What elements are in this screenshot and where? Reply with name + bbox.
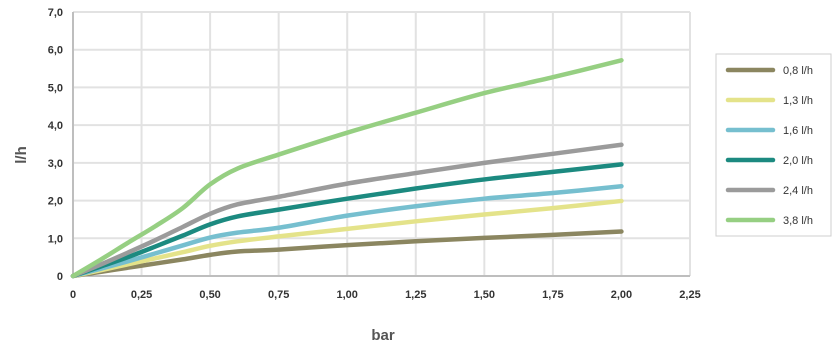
y-tick-label: 1,0 — [48, 233, 63, 245]
series-line-2 — [70, 183, 624, 279]
legend-label: 1,6 l/h — [783, 125, 813, 137]
x-tick-label: 2,00 — [611, 289, 632, 301]
x-axis-title: bar — [371, 327, 395, 344]
x-tick-label: 0,50 — [199, 289, 220, 301]
axes — [72, 12, 690, 277]
y-tick-label: 4,0 — [48, 120, 63, 132]
y-tick-label: 3,0 — [48, 158, 63, 170]
x-tick-labels: 0 0,25 0,50 0,75 1,00 1,25 1,50 1,75 2,00 2,25 — [70, 289, 701, 301]
x-tick-label: 0 — [70, 289, 76, 301]
x-tick-label: 0,25 — [131, 289, 152, 301]
legend-label: 1,3 l/h — [783, 95, 813, 107]
y-tick-label: 7,0 — [48, 7, 63, 19]
series-line-4 — [70, 142, 624, 279]
legend-label: 3,8 l/h — [783, 215, 813, 227]
x-tick-label: 1,00 — [337, 289, 358, 301]
legend-label: 2,0 l/h — [783, 155, 813, 167]
y-tick-labels: 0 1,0 2,0 3,0 4,0 5,0 6,0 7,0 — [48, 7, 63, 283]
y-tick-label: 2,0 — [48, 196, 63, 208]
x-tick-label: 1,75 — [542, 289, 563, 301]
x-tick-label: 0,75 — [268, 289, 289, 301]
legend-box — [715, 53, 832, 237]
series-line-0 — [70, 229, 624, 279]
x-tick-label: 2,25 — [679, 289, 700, 301]
legend-label: 0,8 l/h — [783, 65, 813, 77]
x-tick-label: 1,25 — [405, 289, 426, 301]
x-tick-label: 1,50 — [474, 289, 495, 301]
legend-label: 2,4 l/h — [783, 185, 813, 197]
series-lines — [70, 58, 624, 279]
y-tick-label: 0 — [57, 271, 63, 283]
legend: 0,8 l/h 1,3 l/h 1,6 l/h 2,0 l/h 2,4 l/h 3,8 l… — [715, 53, 832, 237]
y-tick-label: 5,0 — [48, 82, 63, 94]
y-axis-title: l/h — [13, 146, 30, 164]
y-tick-label: 6,0 — [48, 45, 63, 57]
series-line-1 — [70, 198, 624, 279]
series-line-3 — [70, 162, 624, 279]
series-line-5 — [70, 58, 624, 279]
